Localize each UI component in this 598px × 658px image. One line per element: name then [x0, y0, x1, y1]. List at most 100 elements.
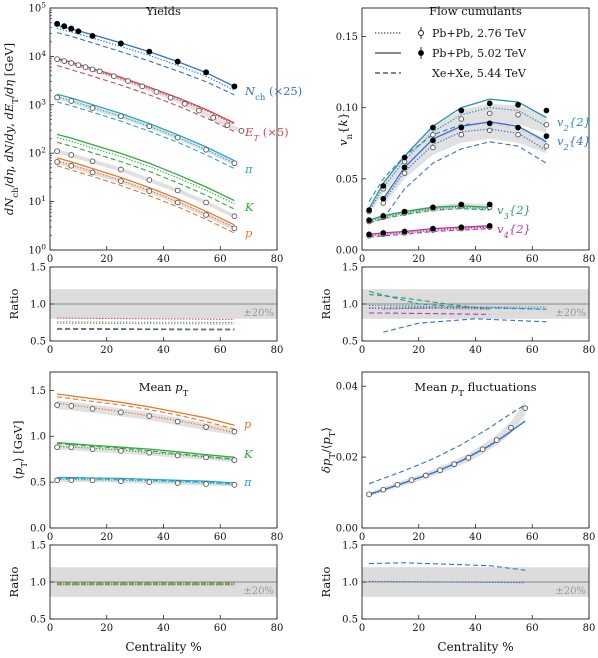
y-axis-label-part: T	[11, 98, 21, 104]
panel-title-part: p	[175, 380, 183, 394]
pbpb276-curve	[368, 106, 547, 212]
y-axis-label-part: /	[2, 183, 16, 187]
xexe-curve	[56, 141, 235, 210]
data-point-open	[54, 159, 60, 165]
data-point-open	[118, 448, 124, 454]
x-tick-label: 60	[526, 623, 539, 634]
ratio-curve-p-dotted	[57, 322, 235, 325]
data-point-open	[153, 89, 160, 95]
uncertainty-band	[383, 122, 547, 207]
data-point-full	[486, 100, 493, 107]
y-axis-label-part: dη	[2, 80, 16, 94]
band-label: ±20%	[243, 586, 274, 597]
xexe-curve	[56, 101, 235, 170]
ratio-curve-nch-dashed	[369, 562, 526, 571]
panel-title-part: Mean	[414, 380, 451, 394]
series-label-v4b-part: 4	[503, 231, 509, 241]
legend-marker	[418, 50, 424, 56]
series-label-v3-part: v	[497, 203, 504, 217]
series-label-p: p	[244, 417, 252, 431]
data-point-open	[486, 110, 493, 117]
data-point-open	[380, 486, 387, 493]
series-label-v4b-part: v	[497, 222, 504, 236]
y-tick-label: 101	[28, 194, 46, 209]
data-point-open	[458, 116, 465, 122]
x-tick-label: 0	[47, 532, 53, 543]
x-tick-label: 20	[412, 345, 425, 356]
panel-title-part: fluctuations	[464, 380, 537, 394]
pbpb502-curve	[57, 476, 235, 484]
pbpb276-curve	[56, 27, 235, 91]
series-label-et: ET (×5)	[244, 125, 289, 144]
data-point-open	[125, 78, 131, 84]
data-point-open	[174, 480, 181, 486]
data-point-full	[366, 207, 372, 213]
legend-marker	[418, 30, 424, 36]
band-label: ±20%	[555, 586, 586, 597]
series-v4b	[366, 222, 493, 239]
pbpb502-curve	[57, 442, 235, 458]
y-axis-label: dNch/dη, dN/dy, dET/dη [GeV]	[2, 43, 21, 215]
data-point-open	[54, 477, 60, 484]
data-point-full	[203, 69, 210, 76]
series-label-nch: Nch (×25)	[244, 84, 302, 103]
x-tick-label: 80	[271, 532, 284, 543]
data-point-full	[380, 212, 387, 219]
x-tick-label: 40	[157, 345, 170, 356]
data-point-full	[380, 230, 387, 236]
data-point-full	[89, 32, 96, 39]
y-axis-label: vn{k}	[336, 112, 355, 146]
data-point-open	[458, 131, 465, 138]
data-point-open	[394, 481, 401, 488]
x-tick-label: 0	[359, 345, 365, 356]
data-point-open	[68, 60, 75, 66]
data-point-open	[68, 98, 75, 104]
uncertainty-band	[57, 149, 235, 219]
y-axis-label-part: n	[345, 133, 355, 139]
x-tick-label: 40	[157, 623, 170, 634]
y-tick-label: 1.5	[30, 541, 46, 552]
y-axis-label-part: /	[2, 94, 16, 98]
data-point-open	[146, 188, 153, 194]
data-point-open	[174, 418, 181, 425]
x-tick-label: 20	[100, 532, 113, 543]
data-point-open	[146, 123, 153, 130]
series-v2	[366, 98, 550, 215]
x-tick-label: 60	[526, 532, 539, 543]
data-point-open	[54, 148, 60, 155]
y-axis-label-part: ⟩ [GeV]	[11, 421, 25, 462]
y-tick-label: 0.5	[342, 337, 358, 348]
data-point-open	[54, 444, 60, 451]
xexe-curve	[368, 208, 490, 224]
data-point-open	[543, 121, 550, 128]
panel-title: Mean pT fluctuations	[414, 380, 536, 399]
xexe-curve	[57, 443, 235, 460]
series-label-v3: v3{2}	[497, 203, 531, 222]
data-point-open	[146, 413, 153, 419]
y-axis-label-part: dη	[2, 169, 16, 183]
uncertainty-band	[57, 478, 235, 487]
data-point-open	[54, 56, 60, 62]
data-point-open	[68, 444, 75, 451]
xexe-curve	[56, 165, 235, 234]
data-point-open	[68, 152, 75, 158]
panel-meanpt_ratio: 0 20 40 60 80 0.5 1.0 1.5	[30, 541, 283, 635]
y-tick-label: 0.00	[336, 524, 358, 535]
panel-flow_ratio: 0 20 40 60 80 0.5 1.0 1.5	[342, 263, 595, 357]
series-label-v4b: v4{2}	[497, 222, 531, 241]
data-point-open	[238, 127, 245, 134]
data-point-open	[486, 127, 493, 134]
data-point-full	[61, 23, 68, 30]
y-tick-label-part: 10	[28, 52, 41, 63]
y-tick-label: 105	[28, 0, 46, 15]
series-label-v2-part: v	[557, 115, 564, 129]
y-axis-label-part: v	[336, 139, 350, 146]
pbpb276-curve	[56, 137, 235, 205]
x-axis-label: Centrality %	[125, 640, 201, 654]
y-axis-label: Ratio	[7, 288, 21, 319]
y-tick-label: 1.0	[342, 578, 358, 589]
series-label-k-part: K	[244, 200, 255, 214]
y-axis-label-part: T	[20, 462, 30, 468]
y-axis-label-part: p	[11, 467, 25, 475]
